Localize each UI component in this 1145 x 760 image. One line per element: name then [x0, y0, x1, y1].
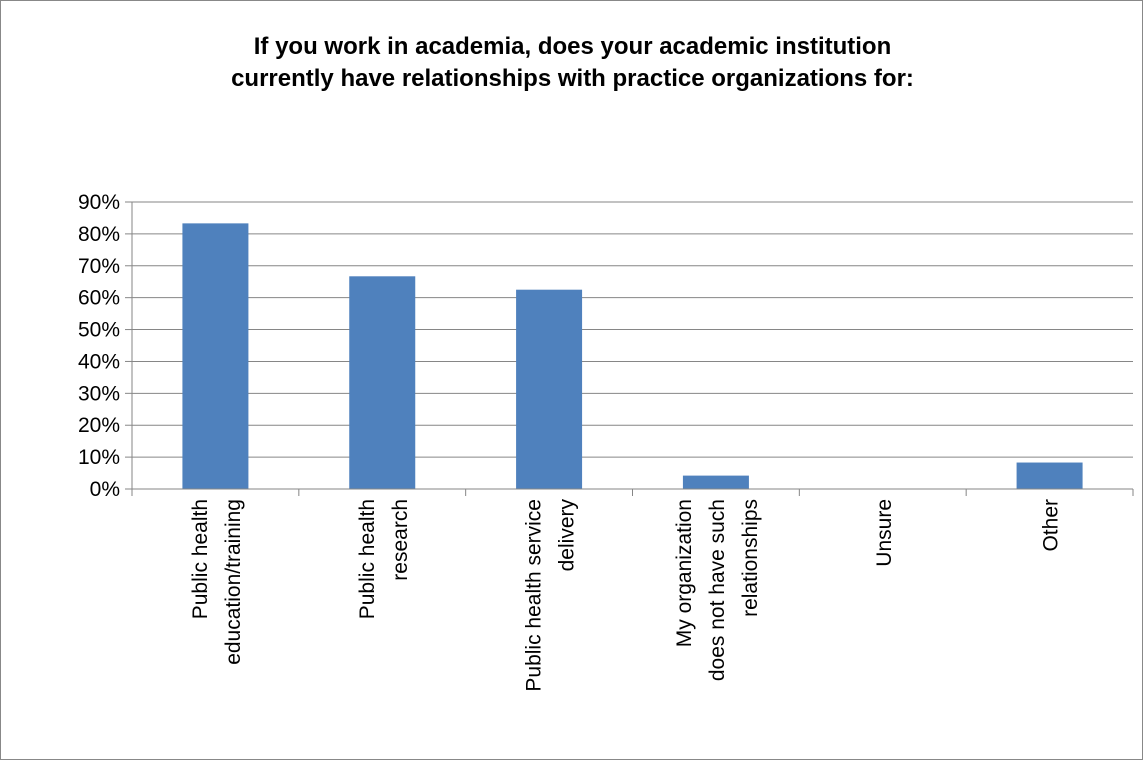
x-category-label-line: Unsure — [873, 499, 896, 567]
chart-title-line-2: currently have relationships with practi… — [231, 65, 914, 92]
x-category-label: My organization does not have such relatio… — [673, 499, 762, 681]
axes — [125, 201, 1134, 496]
x-category-label-line: relationships — [739, 499, 762, 617]
y-tick-label: 60% — [78, 287, 120, 310]
x-category-label: Public health research — [356, 499, 412, 619]
x-category-label-line: Public health — [189, 499, 212, 619]
x-category-label-line: Other — [1040, 499, 1063, 552]
x-category-label-line: delivery — [556, 499, 579, 572]
y-tick-label: 90% — [78, 191, 120, 214]
x-category-label: Other — [1040, 499, 1063, 552]
bar — [516, 289, 583, 489]
y-tick-label: 0% — [90, 478, 120, 501]
x-category-label: Public health education/training — [189, 499, 245, 665]
bars — [182, 223, 1083, 490]
y-tick-label: 80% — [78, 223, 120, 246]
y-tick-labels: 0% 10% 20% 30% 40% 50% 60% 70% 80% 90% — [78, 191, 120, 501]
gridlines — [132, 201, 1133, 458]
x-category-label: Unsure — [873, 499, 896, 567]
bar — [1016, 462, 1083, 489]
x-category-labels: Public health education/training Public he… — [189, 499, 1063, 692]
x-category-label-line: My organization — [673, 499, 696, 647]
x-category-label-line: does not have such — [706, 499, 729, 681]
y-tick-label: 40% — [78, 350, 120, 373]
x-category-label: Public health service delivery — [523, 499, 579, 692]
x-category-label-line: research — [389, 499, 412, 581]
bar — [682, 475, 749, 489]
chart-title: If you work in academia, does your acade… — [0, 31, 1145, 95]
y-tick-label: 50% — [78, 319, 120, 342]
y-tick-label: 30% — [78, 382, 120, 405]
x-category-label-line: Public health service — [523, 499, 546, 692]
y-tick-label: 70% — [78, 255, 120, 278]
y-tick-label: 10% — [78, 446, 120, 469]
x-category-label-line: Public health — [356, 499, 379, 619]
bar — [349, 276, 416, 489]
y-tick-label: 20% — [78, 414, 120, 437]
bar — [182, 223, 249, 490]
chart-title-line-1: If you work in academia, does your acade… — [253, 33, 892, 60]
x-category-label-line: education/training — [222, 499, 245, 665]
